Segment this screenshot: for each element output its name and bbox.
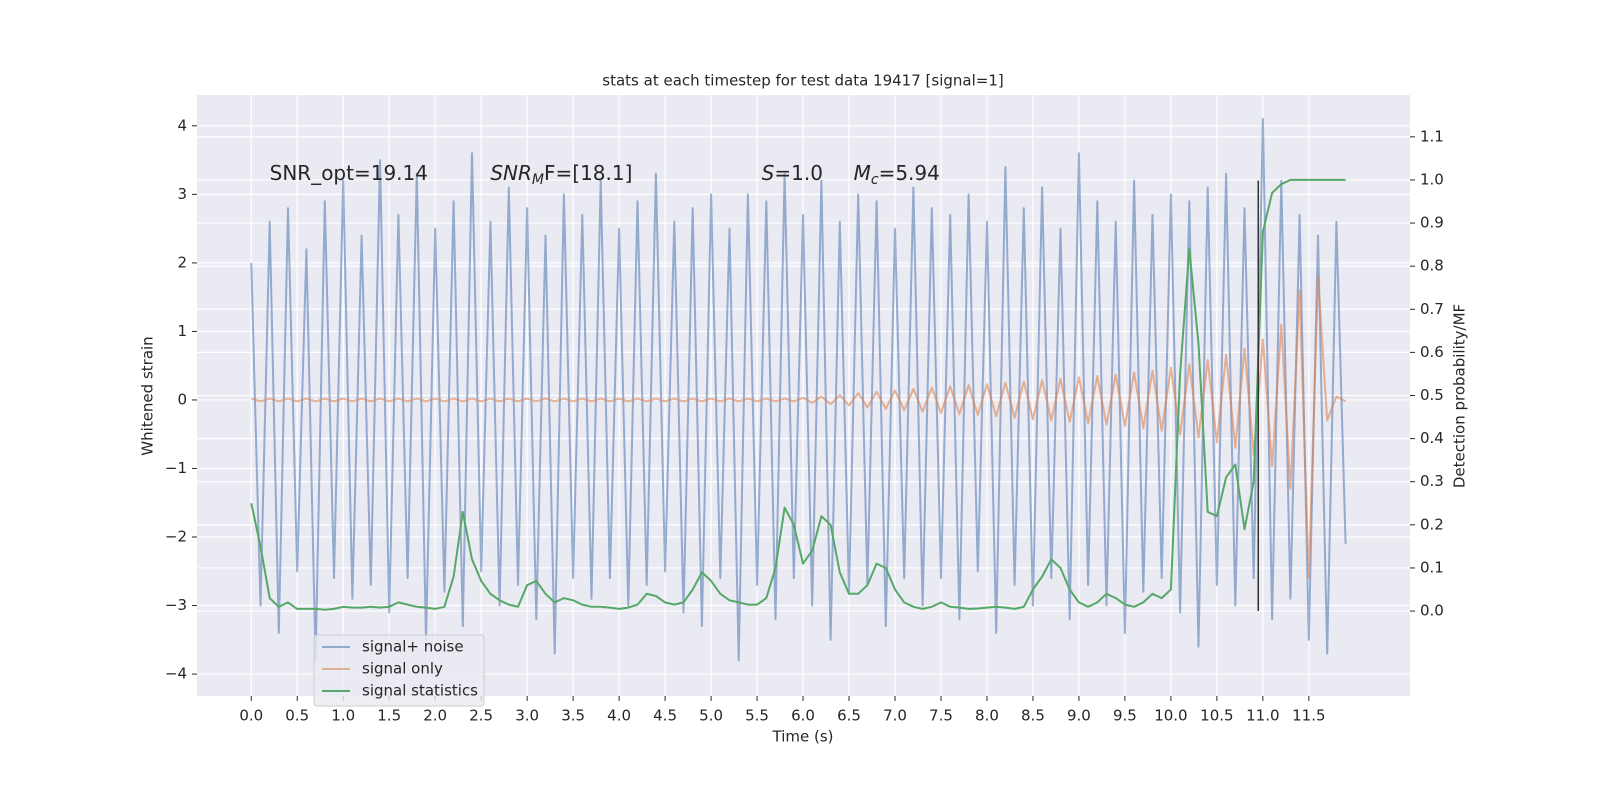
- x-tick-label: 9.5: [1113, 707, 1137, 725]
- x-tick-label: 5.0: [699, 707, 723, 725]
- y-axis-label: Whitened strain: [139, 336, 157, 455]
- y-tick-label: 0: [177, 390, 187, 408]
- y-tick-label: −4: [165, 665, 187, 683]
- series-line: [250, 178, 1346, 611]
- y2-tick-label: 0.3: [1420, 472, 1444, 490]
- x-tick-label: 8.0: [975, 707, 999, 725]
- y2-tick-label: 0.8: [1420, 257, 1444, 275]
- x-tick-label: 2.5: [469, 707, 493, 725]
- y2-tick-label: 0.9: [1420, 214, 1444, 232]
- x-tick-label: 7.5: [929, 707, 953, 725]
- legend-label: signal only: [362, 660, 443, 678]
- annotation-base: M: [854, 160, 871, 184]
- annotation-base: SNR_opt=19.14: [270, 160, 428, 184]
- annotation-rest: =1.0: [774, 160, 823, 184]
- annotation-sub: c: [871, 172, 879, 188]
- x-tick-label: 11.5: [1292, 707, 1325, 725]
- y2-tick-label: 0.1: [1420, 558, 1444, 576]
- legend-label: signal statistics: [362, 682, 478, 700]
- series-line: [250, 118, 1347, 662]
- x-tick-label: 3.5: [561, 707, 585, 725]
- annotation: SNRMF=[18.1]: [490, 160, 632, 188]
- legend-box: [313, 634, 485, 707]
- y-tick-label: −1: [165, 459, 187, 477]
- y2-tick-label: 0.2: [1420, 515, 1444, 533]
- y2-tick-label: 1.1: [1420, 127, 1444, 145]
- y-tick-label: −3: [165, 596, 187, 614]
- y2-tick-label: 0.0: [1420, 602, 1444, 620]
- x-tick-label: 6.0: [791, 707, 815, 725]
- x-tick-label: 1.5: [377, 707, 401, 725]
- x-tick-label: 9.0: [1067, 707, 1091, 725]
- annotation: SNR_opt=19.14: [270, 160, 428, 184]
- y-tick-label: 1: [177, 322, 187, 340]
- series-line: [251, 275, 1347, 580]
- annotation-sub: M: [532, 172, 544, 188]
- x-tick-label: 0.5: [285, 707, 309, 725]
- x-tick-label: 2.0: [423, 707, 447, 725]
- y2-tick-label: 0.6: [1420, 343, 1444, 361]
- chart-title: stats at each timestep for test data 194…: [602, 72, 1003, 90]
- x-tick-label: 8.5: [1021, 707, 1045, 725]
- x-tick-label: 3.0: [515, 707, 539, 725]
- y-tick-label: −2: [165, 528, 187, 546]
- x-axis-label: Time (s): [772, 728, 834, 746]
- x-tick-label: 11.0: [1246, 707, 1279, 725]
- annotation: S=1.0: [762, 160, 823, 184]
- x-tick-label: 10.0: [1154, 707, 1187, 725]
- y-tick-label: 2: [177, 253, 187, 271]
- y-tick-label: 4: [177, 116, 187, 134]
- y2-tick-label: 0.7: [1420, 300, 1444, 318]
- x-tick-label: 7.0: [883, 707, 907, 725]
- x-tick-label: 6.5: [837, 707, 861, 725]
- y2-tick-label: 0.5: [1420, 386, 1444, 404]
- annotation-rest: F=[18.1]: [544, 160, 632, 184]
- x-tick-label: 5.5: [745, 707, 769, 725]
- x-tick-label: 4.5: [653, 707, 677, 725]
- legend-label: signal+ noise: [362, 638, 464, 656]
- annotation-rest: =5.94: [879, 160, 940, 184]
- annotation-base: SNR: [490, 160, 532, 184]
- y2-tick-label: 0.4: [1420, 429, 1444, 447]
- x-tick-label: 4.0: [607, 707, 631, 725]
- annotation-base: S: [762, 160, 775, 184]
- x-tick-label: 1.0: [331, 707, 355, 725]
- x-tick-label: 10.5: [1200, 707, 1233, 725]
- y2-tick-label: 1.0: [1420, 170, 1444, 188]
- annotation: Mc=5.94: [854, 160, 940, 188]
- y-tick-label: 3: [177, 185, 187, 203]
- x-tick-label: 0.0: [239, 707, 263, 725]
- y2-axis-label: Detection probability/MF: [1451, 304, 1469, 488]
